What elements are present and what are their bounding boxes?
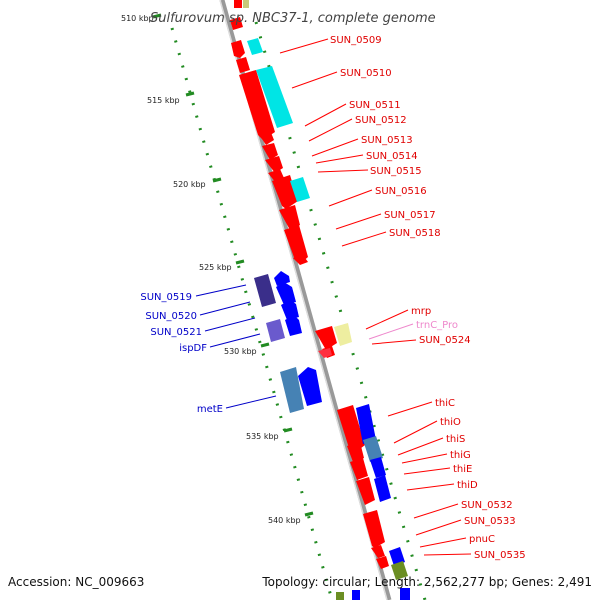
gene-labels-right: SUN_0509 SUN_0510 SUN_0511 SUN_0512 SUN_… [330,35,526,561]
gene-feature[interactable] [281,300,299,320]
gene-feature[interactable] [230,17,243,30]
scale-ticks [152,13,314,517]
gene-feature[interactable] [279,205,300,230]
gene-feature[interactable] [371,545,385,558]
gene-label-mrp[interactable]: mrp [411,306,431,317]
gene-feature[interactable] [236,57,250,73]
kbp-label: 515 kbp [147,96,180,105]
scale-ring-dotted [170,27,334,600]
gene-feature[interactable] [256,66,293,128]
gene-feature[interactable] [265,156,283,173]
gene-feature[interactable] [290,177,310,202]
gene-feature[interactable] [239,70,275,140]
gene-label-mete[interactable]: metE [197,404,223,415]
map-title: Sulfurovum sp. NBC37-1, complete genome [150,11,436,26]
kbp-label: 510 kbp [121,14,154,23]
gene-label-sun-0520[interactable]: SUN_0520 [145,311,197,322]
gene-feature[interactable] [280,367,304,413]
gene-feature[interactable] [376,556,389,569]
gene-feature[interactable] [284,225,308,264]
gene-label-sun-0524[interactable]: SUN_0524 [419,335,471,346]
gene-feature[interactable] [266,319,285,342]
gene-label-thie[interactable]: thiE [453,464,472,475]
gene-label-sun-0518[interactable]: SUN_0518 [389,228,441,239]
gene-label-this[interactable]: thiS [446,434,465,445]
gene-feature[interactable] [258,130,274,145]
gene-label-thid[interactable]: thiD [457,480,478,491]
gene-label-sun-0517[interactable]: SUN_0517 [384,210,436,221]
gene-label-sun-0511[interactable]: SUN_0511 [349,100,401,111]
gene-label-thig[interactable]: thiG [450,450,471,461]
gene-label-trnc-pro[interactable]: trnC_Pro [416,320,458,331]
gene-feature[interactable] [293,255,308,265]
kbp-label: 520 kbp [173,180,206,189]
gene-feature[interactable] [356,404,376,444]
gene-labels-left: SUN_0519 SUN_0520 SUN_0521 ispDF metE [140,292,223,415]
gene-feature[interactable] [363,436,383,462]
gene-label-sun-0512[interactable]: SUN_0512 [355,115,407,126]
gene-feature[interactable] [274,271,290,286]
gene-feature[interactable] [370,457,386,478]
kbp-label: 530 kbp [224,347,257,356]
gene-feature[interactable] [247,38,263,55]
gene-feature[interactable] [318,348,332,358]
outer-track-dotted [254,21,427,600]
gene-feature[interactable] [276,282,296,305]
reverse-genes [254,271,410,600]
gene-feature[interactable] [315,326,337,350]
gene-feature[interactable] [374,475,391,502]
gene-feature[interactable] [334,323,352,346]
gene-feature[interactable] [254,274,276,307]
gene-label-sun-0519[interactable]: SUN_0519 [140,292,192,303]
gene-label-sun-0510[interactable]: SUN_0510 [340,68,392,79]
gene-label-sun-0513[interactable]: SUN_0513 [361,135,413,146]
gene-label-sun-0516[interactable]: SUN_0516 [375,186,427,197]
gene-label-thic[interactable]: thiC [435,398,455,409]
gene-label-pnuc[interactable]: pnuC [469,534,495,545]
accession-text: Accession: NC_009663 [8,575,144,589]
gene-label-sun-0535[interactable]: SUN_0535 [474,550,526,561]
gene-label-sun-0521[interactable]: SUN_0521 [150,327,202,338]
gene-feature[interactable] [350,458,368,480]
gene-label-sun-0532[interactable]: SUN_0532 [461,500,513,511]
kbp-label: 525 kbp [199,263,232,272]
gene-feature[interactable] [391,561,408,580]
leader-lines [195,38,472,556]
gene-feature[interactable] [231,40,245,58]
gene-feature[interactable] [298,367,322,406]
gene-feature[interactable] [262,143,278,160]
gene-feature[interactable] [336,592,344,600]
gene-feature[interactable] [352,590,360,600]
gene-label-sun-0509[interactable]: SUN_0509 [330,35,382,46]
gene-label-ispdf[interactable]: ispDF [179,343,207,354]
kbp-label: 535 kbp [246,432,279,441]
gene-feature[interactable] [347,442,364,462]
gene-feature[interactable] [363,510,385,548]
gene-label-thio[interactable]: thiO [440,417,461,428]
gene-feature[interactable] [356,477,375,505]
topology-text: Topology: circular; Length: 2,562,277 bp… [261,575,592,589]
gene-feature[interactable] [389,547,405,566]
gene-label-sun-0515[interactable]: SUN_0515 [370,166,422,177]
gene-feature[interactable] [243,0,249,8]
forward-genes [230,0,389,569]
gene-label-sun-0514[interactable]: SUN_0514 [366,151,418,162]
gene-feature[interactable] [285,315,302,336]
gene-feature[interactable] [234,0,242,8]
gene-feature[interactable] [337,405,365,452]
gene-feature[interactable] [400,588,410,600]
gene-label-sun-0533[interactable]: SUN_0533 [464,516,516,527]
kbp-label: 540 kbp [268,516,301,525]
